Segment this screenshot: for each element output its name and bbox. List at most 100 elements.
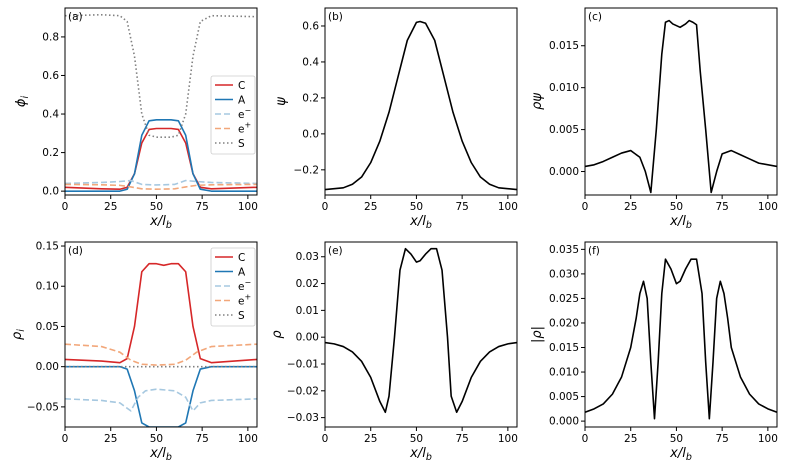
x-tick-label: 0	[322, 433, 329, 445]
panel-b: 0 25 50 75 100 −0.2 0.0 0.2 0.4 0.6 x/lb ψ (b)	[274, 7, 518, 231]
x-tick-label: 75	[195, 201, 208, 213]
y-axis-label: ϕi	[14, 96, 31, 108]
plot-frame	[64, 241, 258, 428]
legend-label: A	[238, 94, 246, 106]
series-group	[65, 13, 257, 192]
y-tick-label: 0.010	[549, 367, 579, 379]
x-tick-label: 100	[758, 201, 778, 213]
series-line-C	[65, 262, 257, 364]
y-tick-label: 0.10	[36, 281, 59, 293]
series-line-e⁻	[65, 179, 257, 186]
legend-label: C	[238, 252, 245, 264]
x-tick-label: 25	[104, 433, 117, 445]
x-tick-label: 50	[150, 433, 163, 445]
y-axis-label: ρ	[270, 330, 285, 339]
y-tick-label: 0.035	[549, 244, 579, 256]
legend-label: e−	[238, 106, 251, 121]
plot-frame	[64, 7, 258, 196]
y-tick-label: −0.05	[27, 401, 59, 413]
x-axis-label: x/lb	[409, 214, 432, 231]
y-tick-label: 0.000	[549, 166, 579, 178]
legend-label: e−	[238, 278, 251, 293]
series-line-e⁻	[65, 388, 257, 412]
x-tick-label: 75	[195, 433, 208, 445]
series-group	[585, 19, 777, 194]
legend-box	[210, 247, 256, 327]
x-tick-label: 100	[238, 433, 258, 445]
x-axis-label: x/lb	[149, 214, 172, 231]
y-tick-label: 0.4	[302, 56, 319, 68]
plot-frame	[584, 241, 778, 428]
y-tick-label: 0.6	[302, 20, 319, 32]
x-tick-label: 25	[364, 433, 377, 445]
y-tick-label: −0.02	[287, 385, 319, 397]
y-tick-label: 0.015	[549, 342, 579, 354]
x-tick-label: 75	[455, 433, 468, 445]
y-tick-label: 0.03	[296, 251, 319, 263]
series-line-A	[65, 119, 257, 192]
panel-f: 0 25 50 75 100 0.000 0.005 0.010 0.015 0.020 0.025…	[530, 241, 778, 463]
legend: CAe−e+ S	[210, 75, 256, 155]
x-tick-label: 25	[364, 201, 377, 213]
series-line-ρ	[325, 247, 517, 414]
legend-box	[210, 75, 256, 155]
series-group	[325, 247, 517, 414]
y-tick-label: 0.0	[302, 128, 319, 140]
y-tick-label: 0.015	[549, 40, 579, 52]
x-tick-label: 50	[410, 433, 423, 445]
x-tick-label: 0	[62, 433, 69, 445]
series-group	[65, 262, 257, 427]
y-tick-label: 0.00	[36, 361, 59, 373]
y-tick-label: 0.4	[42, 109, 59, 121]
y-tick-label: 0.0	[42, 186, 59, 198]
legend-label: S	[238, 310, 245, 322]
y-tick-label: 0.2	[302, 92, 319, 104]
x-tick-label: 50	[670, 433, 683, 445]
series-line-e⁺	[65, 183, 257, 191]
y-tick-label: 0.05	[36, 321, 59, 333]
series-line-A	[65, 365, 257, 427]
y-tick-label: 0.8	[42, 31, 59, 43]
x-tick-label: 100	[498, 433, 518, 445]
y-axis-label: |ρ|	[530, 326, 545, 343]
y-tick-label: 0.030	[549, 268, 579, 280]
panel-a: 0 25 50 75 100 0.0 0.2 0.4 0.6 0.8 x/lb ϕi (a) CAe−e+…	[14, 7, 258, 231]
y-tick-label: 0.01	[296, 305, 319, 317]
x-axis-label: x/lb	[409, 446, 432, 463]
x-axis-label: x/lb	[669, 446, 692, 463]
x-tick-label: 0	[582, 433, 589, 445]
x-tick-label: 75	[715, 433, 728, 445]
panel-label: (d)	[68, 245, 83, 257]
x-tick-label: 50	[150, 201, 163, 213]
panel-label: (a)	[68, 11, 83, 23]
y-tick-label: 0.6	[42, 70, 59, 82]
y-tick-label: 0.15	[36, 241, 59, 253]
y-tick-label: −0.03	[287, 412, 319, 424]
series-group	[585, 258, 777, 420]
x-tick-label: 75	[715, 201, 728, 213]
y-axis-label: ρψ	[530, 93, 545, 110]
x-tick-label: 25	[624, 433, 637, 445]
y-axis-label: ρi	[10, 329, 27, 340]
series-line-ρψ	[585, 19, 777, 194]
legend-label: C	[238, 80, 245, 92]
x-tick-label: 75	[455, 201, 468, 213]
x-axis-label: x/lb	[149, 446, 172, 463]
x-tick-label: 50	[410, 201, 423, 213]
x-tick-label: 0	[582, 201, 589, 213]
series-line-|ρ|	[585, 258, 777, 420]
y-tick-label: 0.020	[549, 317, 579, 329]
series-line-ψ	[325, 20, 517, 191]
legend: CAe−e+ S	[210, 247, 256, 327]
y-tick-label: −0.01	[287, 358, 319, 370]
x-tick-label: 100	[498, 201, 518, 213]
y-tick-label: 0.02	[296, 278, 319, 290]
series-line-e⁺	[65, 343, 257, 366]
panel-d: 0 25 50 75 100 −0.05 0.00 0.05 0.10 0.15 x/lb ρi (d)…	[10, 241, 258, 463]
y-axis-label: ψ	[274, 97, 289, 106]
x-tick-label: 0	[322, 201, 329, 213]
y-tick-label: 0.005	[549, 391, 579, 403]
y-tick-label: 0.025	[549, 293, 579, 305]
x-axis-label: x/lb	[669, 214, 692, 231]
